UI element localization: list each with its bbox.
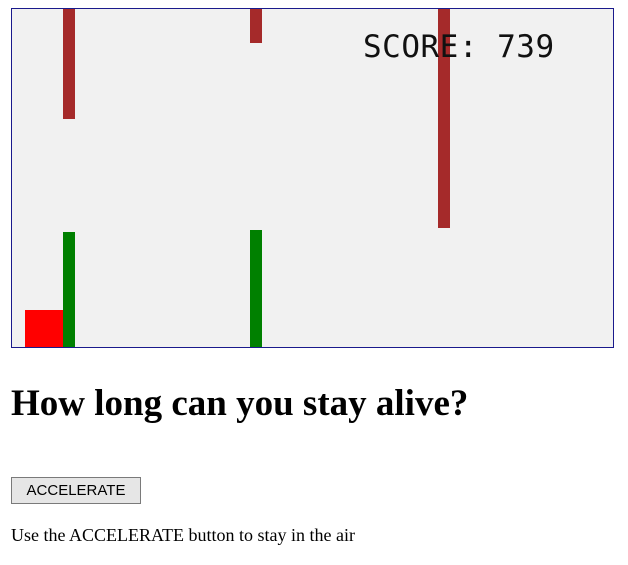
top-obstacle	[250, 9, 262, 43]
top-obstacle	[63, 9, 75, 119]
top-obstacle	[438, 9, 450, 228]
score-display: SCORE: 739	[363, 29, 555, 65]
instructions-text: Use the ACCELERATE button to stay in the…	[11, 525, 355, 545]
accelerate-button[interactable]: ACCELERATE	[11, 477, 141, 504]
bottom-obstacle	[63, 232, 75, 347]
player-square	[25, 310, 63, 347]
game-canvas: SCORE: 739	[11, 8, 614, 348]
page-headline: How long can you stay alive?	[11, 383, 469, 424]
bottom-obstacle	[250, 230, 262, 347]
